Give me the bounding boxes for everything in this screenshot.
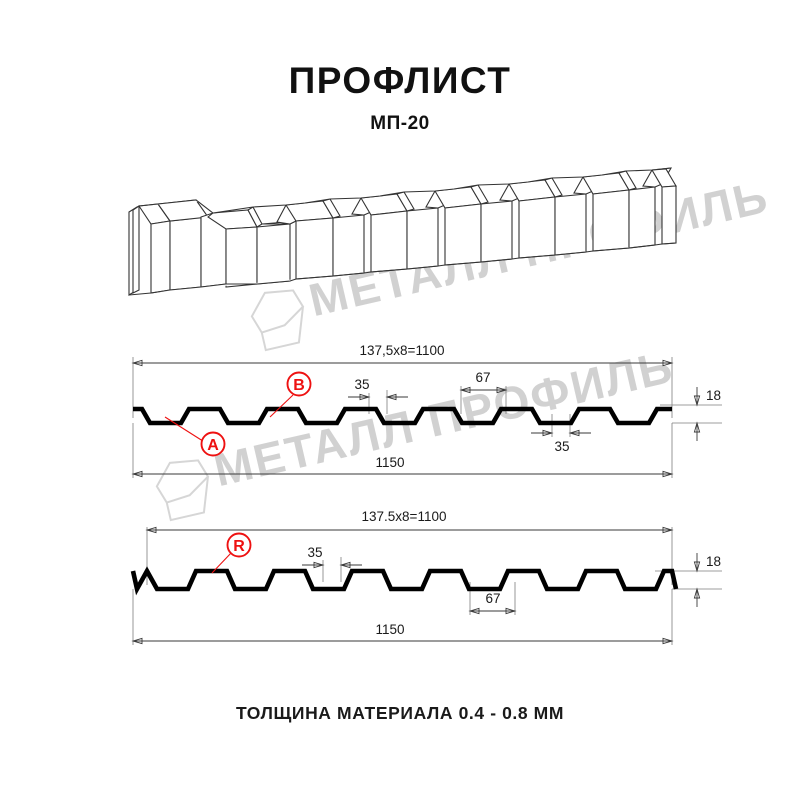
dimension-total-width-top: 1150 xyxy=(131,423,674,478)
profile-section-top: 137,5x8=1100 35 67 xyxy=(131,343,722,478)
dimension-label-67-bottom: 67 xyxy=(485,591,500,606)
marker-r-label: R xyxy=(233,538,245,555)
dimension-label-pitch: 137,5x8=1100 xyxy=(360,343,445,358)
dimension-rib-bottom: 35 xyxy=(302,545,362,582)
dimension-label-1150-top: 1150 xyxy=(375,455,404,470)
dimension-rib-left-top: 35 xyxy=(348,377,408,414)
dimension-rib-right-top: 35 xyxy=(531,414,591,454)
dimension-pitch-top: 137,5x8=1100 xyxy=(131,343,674,418)
dimension-label-18-bottom: 18 xyxy=(706,554,721,569)
dimension-label-35-top-right: 35 xyxy=(554,439,569,454)
marker-r-circle xyxy=(226,532,252,558)
marker-b-label: B xyxy=(293,377,305,394)
dimension-label-67-top: 67 xyxy=(475,370,490,385)
marker-a: A xyxy=(164,416,226,457)
dimension-label-35-top-left: 35 xyxy=(354,377,369,392)
marker-a-label: A xyxy=(207,437,219,454)
profile-outline-bottom xyxy=(130,566,679,596)
profile-outline-top xyxy=(133,406,672,426)
material-thickness-note: ТОЛЩИНА МАТЕРИАЛА 0.4 - 0.8 ММ xyxy=(235,703,565,723)
dimension-label-18-top: 18 xyxy=(706,388,721,403)
dimension-height-top: 18 xyxy=(660,387,722,441)
marker-r: R xyxy=(211,532,252,574)
page-title: ПРОФЛИСТ xyxy=(288,60,512,101)
marker-b: B xyxy=(269,371,312,418)
marker-a-circle xyxy=(200,431,226,457)
dimension-label-pitch-bottom: 137.5x8=1100 xyxy=(362,509,447,524)
dimension-label-1150-bottom: 1150 xyxy=(375,622,404,637)
isometric-sheet-view xyxy=(128,167,677,296)
product-model: МП-20 xyxy=(370,112,430,134)
dimension-label-35-bottom: 35 xyxy=(307,545,322,560)
profile-section-bottom: 137.5x8=1100 35 67 xyxy=(130,509,722,645)
dimension-height-bottom: 18 xyxy=(655,553,722,607)
watermark-lower: МЕТАЛЛ ПРОФИЛЬ xyxy=(155,340,679,522)
dimension-valley-top: 67 xyxy=(459,370,508,414)
marker-b-circle xyxy=(286,371,312,397)
title-block: ПРОФЛИСТ МП-20 xyxy=(0,60,800,135)
dimension-total-width-bottom: 1150 xyxy=(131,589,674,645)
